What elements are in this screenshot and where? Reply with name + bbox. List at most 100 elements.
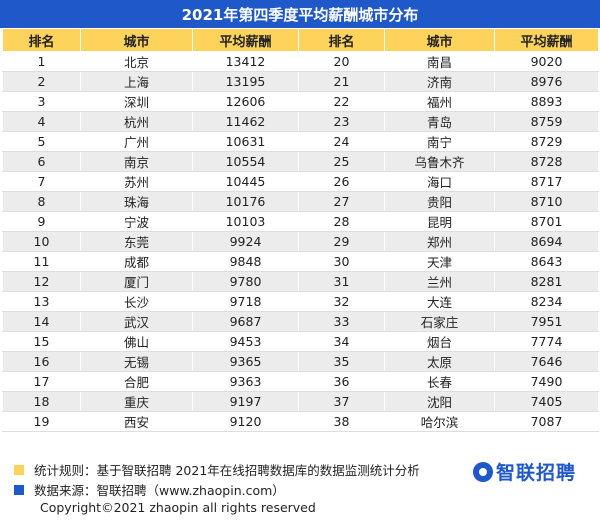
cell-salary: 10103 [192, 211, 299, 232]
cell-salary: 9197 [192, 391, 299, 412]
cell-city: 宁波 [80, 211, 193, 232]
rule-note: 统计规则：基于智联招聘 2021年在线招聘数据库的数据监测统计分析 [14, 460, 420, 479]
cell-salary: 7087 [494, 411, 599, 432]
cell-rank: 17 [2, 371, 81, 392]
cell-city: 西安 [80, 411, 193, 432]
cell-city: 武汉 [80, 311, 193, 332]
cell-salary: 9365 [192, 351, 299, 372]
cell-city: 兰州 [384, 271, 495, 292]
cell-rank: 20 [298, 51, 385, 72]
cell-salary: 12606 [192, 91, 299, 112]
column-header-rank: 排名 [298, 28, 385, 52]
cell-salary: 8694 [494, 231, 599, 252]
cell-rank: 9 [2, 211, 81, 232]
salary-table: 排名 城市 平均薪酬 排名 城市 平均薪酬 1 北京 13412 20 南昌 9020 2 上… [2, 28, 599, 432]
cell-rank: 31 [298, 271, 385, 292]
column-header-city: 城市 [384, 28, 495, 52]
cell-city: 杭州 [80, 111, 193, 132]
cell-rank: 2 [2, 71, 81, 92]
cell-rank: 29 [298, 231, 385, 252]
cell-city: 广州 [80, 131, 193, 152]
cell-rank: 30 [298, 251, 385, 272]
cell-city: 南宁 [384, 131, 495, 152]
source-note: 数据来源：智联招聘（www.zhaopin.com） [14, 480, 285, 499]
column-header-rank: 排名 [2, 28, 81, 52]
cell-salary: 8893 [494, 91, 599, 112]
cell-city: 石家庄 [384, 311, 495, 332]
table-row: 8 珠海 10176 27 贵阳 8710 [2, 191, 599, 212]
cell-salary: 11462 [192, 111, 299, 132]
cell-salary: 7405 [494, 391, 599, 412]
cell-city: 佛山 [80, 331, 193, 352]
table-row: 1 北京 13412 20 南昌 9020 [2, 51, 599, 72]
column-header-city: 城市 [80, 28, 193, 52]
cell-salary: 10445 [192, 171, 299, 192]
cell-rank: 18 [2, 391, 81, 412]
cell-salary: 8759 [494, 111, 599, 132]
yellow-square-icon [14, 464, 24, 475]
cell-rank: 5 [2, 131, 81, 152]
cell-rank: 38 [298, 411, 385, 432]
cell-salary: 7951 [494, 311, 599, 332]
cell-salary: 9453 [192, 331, 299, 352]
table-row: 18 重庆 9197 37 沈阳 7405 [2, 391, 599, 412]
cell-salary: 8643 [494, 251, 599, 272]
cell-salary: 13412 [192, 51, 299, 72]
cell-city: 北京 [80, 51, 193, 72]
table-row: 10 东莞 9924 29 郑州 8694 [2, 231, 599, 252]
cell-rank: 7 [2, 171, 81, 192]
cell-city: 大连 [384, 291, 495, 312]
table-row: 6 南京 10554 25 乌鲁木齐 8728 [2, 151, 599, 172]
cell-city: 南昌 [384, 51, 495, 72]
cell-city: 沈阳 [384, 391, 495, 412]
cell-salary: 9120 [192, 411, 299, 432]
cell-rank: 34 [298, 331, 385, 352]
cell-rank: 19 [2, 411, 81, 432]
copyright: Copyright©2021 zhaopin all rights reserv… [40, 500, 316, 515]
cell-city: 苏州 [80, 171, 193, 192]
source-text: 数据来源：智联招聘（www.zhaopin.com） [34, 483, 285, 498]
cell-rank: 14 [2, 311, 81, 332]
cell-rank: 16 [2, 351, 81, 372]
cell-salary: 7774 [494, 331, 599, 352]
cell-salary: 13195 [192, 71, 299, 92]
cell-salary: 8976 [494, 71, 599, 92]
table-row: 13 长沙 9718 32 大连 8234 [2, 291, 599, 312]
cell-rank: 35 [298, 351, 385, 372]
cell-city: 青岛 [384, 111, 495, 132]
cell-rank: 27 [298, 191, 385, 212]
cell-salary: 7490 [494, 371, 599, 392]
table-body: 1 北京 13412 20 南昌 9020 2 上海 13195 21 济南 8976 3 深圳 12606… [2, 51, 599, 432]
blue-square-icon [14, 484, 24, 495]
table-title: 2021年第四季度平均薪酬城市分布 [0, 0, 600, 28]
cell-city: 厦门 [80, 271, 193, 292]
cell-salary: 9848 [192, 251, 299, 272]
cell-rank: 32 [298, 291, 385, 312]
column-header-salary: 平均薪酬 [192, 28, 299, 52]
cell-rank: 15 [2, 331, 81, 352]
cell-salary: 10554 [192, 151, 299, 172]
cell-salary: 9020 [494, 51, 599, 72]
cell-rank: 3 [2, 91, 81, 112]
cell-rank: 25 [298, 151, 385, 172]
cell-city: 深圳 [80, 91, 193, 112]
cell-rank: 8 [2, 191, 81, 212]
cell-rank: 6 [2, 151, 81, 172]
cell-city: 无锡 [80, 351, 193, 372]
table-row: 11 成都 9848 30 天津 8643 [2, 251, 599, 272]
cell-city: 贵阳 [384, 191, 495, 212]
table-row: 5 广州 10631 24 南宁 8729 [2, 131, 599, 152]
table-row: 9 宁波 10103 28 昆明 8701 [2, 211, 599, 232]
table-row: 3 深圳 12606 22 福州 8893 [2, 91, 599, 112]
table-row: 7 苏州 10445 26 海口 8717 [2, 171, 599, 192]
cell-salary: 9363 [192, 371, 299, 392]
cell-salary: 8717 [494, 171, 599, 192]
cell-rank: 23 [298, 111, 385, 132]
cell-salary: 9718 [192, 291, 299, 312]
cell-city: 郑州 [384, 231, 495, 252]
cell-city: 天津 [384, 251, 495, 272]
cell-salary: 9687 [192, 311, 299, 332]
cell-city: 重庆 [80, 391, 193, 412]
cell-rank: 37 [298, 391, 385, 412]
zhaopin-logo: 智联招聘 [472, 458, 576, 485]
